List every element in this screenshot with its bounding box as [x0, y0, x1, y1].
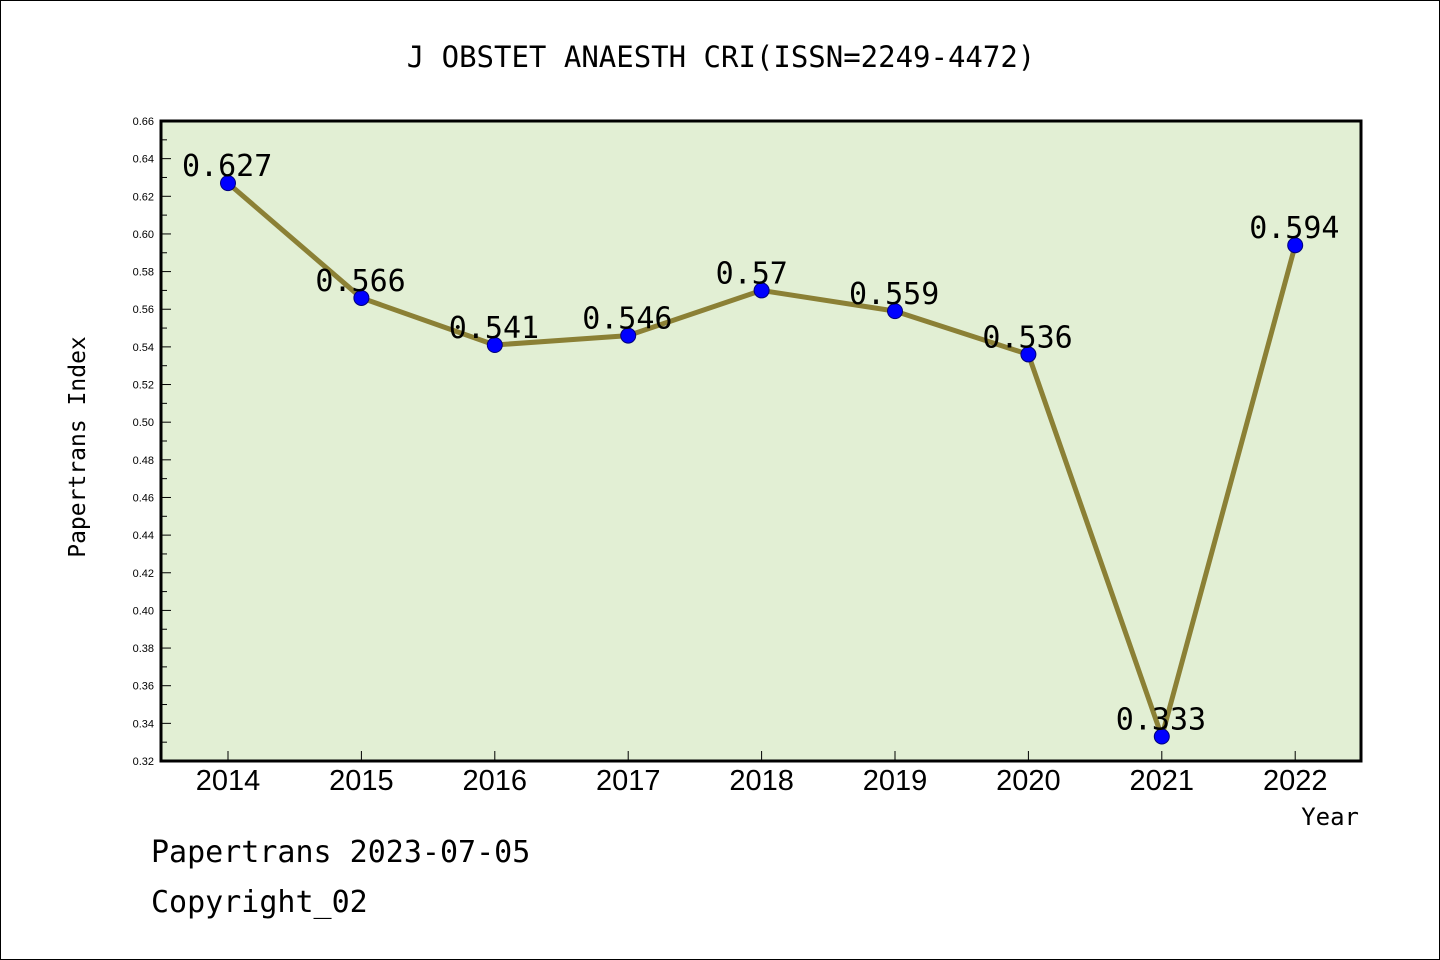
data-label-2020: 0.536: [982, 320, 1072, 355]
x-tick-label: 2019: [863, 765, 928, 797]
data-label-2022: 0.594: [1249, 211, 1339, 246]
data-label-2014: 0.627: [182, 149, 272, 184]
data-point-2016: [486, 337, 503, 353]
data-labels: 0.627 0.566 0.541 0.546 0.57 0.559 0.536 0.333 0…: [182, 149, 1340, 737]
y-tick-label: 0.66: [133, 116, 154, 128]
data-point-2022: [1287, 237, 1304, 254]
x-axis-label: Year: [1301, 803, 1359, 831]
data-label-2019: 0.559: [849, 277, 939, 312]
data-point-2015: [353, 289, 370, 306]
data-label-2015: 0.566: [315, 264, 405, 299]
y-tick-label: 0.54: [133, 342, 154, 354]
y-tick-label: 0.42: [133, 568, 154, 580]
y-tick-label: 0.60: [133, 229, 154, 241]
data-point-2014: [220, 175, 236, 192]
y-tick-label: 0.50: [133, 417, 154, 429]
chart-title: J OBSTET ANAESTH CRI(ISSN=2249-4472): [407, 40, 1036, 74]
data-markers: [220, 175, 1304, 745]
y-tick-label: 0.38: [133, 643, 154, 655]
x-tick-label: 2017: [596, 765, 661, 797]
y-tick-label: 0.56: [133, 304, 154, 316]
x-axis: 2014 2015 2016 2017 2018 2019 2020 2021 2022: [196, 751, 1328, 797]
x-tick-label: 2020: [996, 765, 1061, 797]
y-axis: 0.32 0.34 0.36 0.38 0.40 0.42 0.44 0.46 0.48 0.50…: [133, 116, 171, 768]
x-tick-label: 2015: [329, 765, 394, 797]
y-tick-label: 0.46: [133, 492, 154, 504]
data-label-2016: 0.541: [449, 311, 539, 346]
y-tick-label: 0.36: [133, 681, 154, 693]
y-tick-label: 0.58: [133, 267, 154, 279]
plot-area: [159, 119, 1363, 763]
y-tick-label: 0.52: [133, 380, 154, 392]
y-tick-label: 0.40: [133, 605, 154, 617]
y-axis-label: Papertrans Index: [65, 336, 91, 558]
x-tick-label: 2021: [1130, 765, 1195, 797]
x-tick-label: 2018: [729, 765, 794, 797]
data-label-2017: 0.546: [582, 302, 672, 337]
y-tick-label: 0.44: [133, 530, 154, 542]
y-tick-label: 0.48: [133, 455, 154, 467]
footer-source: Papertrans 2023-07-05: [151, 835, 531, 870]
data-label-2018: 0.57: [716, 256, 788, 291]
data-point-2020: [1020, 346, 1037, 363]
x-tick-label: 2022: [1263, 765, 1328, 797]
data-point-2021: [1153, 728, 1170, 745]
y-tick-label: 0.62: [133, 191, 154, 203]
y-tick-label: 0.34: [133, 718, 154, 730]
y-tick-label: 0.32: [133, 756, 154, 768]
y-tick-label: 0.64: [133, 154, 154, 166]
footer-copyright: Copyright_02: [151, 885, 368, 920]
x-tick-label: 2016: [463, 765, 528, 797]
data-point-2018: [753, 282, 770, 299]
x-tick-label: 2014: [196, 765, 261, 797]
data-point-2019: [887, 303, 903, 320]
data-label-2021: 0.333: [1116, 703, 1206, 738]
data-point-2017: [620, 327, 637, 344]
